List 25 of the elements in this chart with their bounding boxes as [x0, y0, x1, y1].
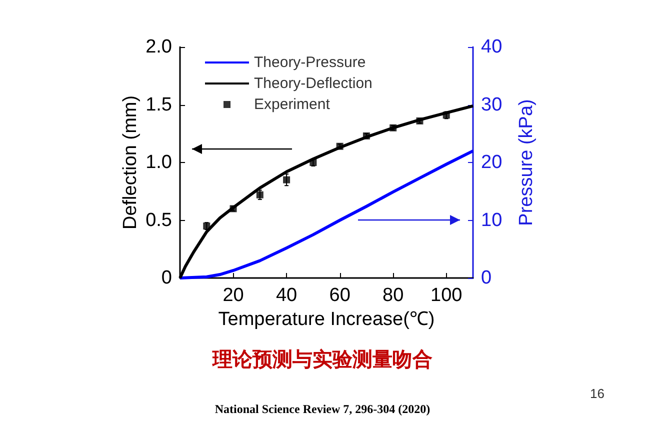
- y2-tick-label: 40: [481, 36, 502, 58]
- y-tick-label: 2.0: [146, 36, 172, 58]
- y2-tick-label: 20: [481, 152, 502, 173]
- y-axis-title: Deflection (mm): [120, 95, 141, 230]
- text: National Science Review 7, 296-304 (2020): [214, 402, 432, 417]
- legend-label: Experiment: [254, 96, 331, 113]
- x-tick-label: 20: [222, 285, 244, 306]
- x-tick-label: 40: [276, 285, 298, 306]
- x-tick-label: 100: [430, 285, 462, 306]
- y2-tick-label: 10: [481, 210, 502, 231]
- y-tick-label: 0.5: [146, 210, 172, 231]
- y-tick-label: 1.0: [146, 152, 172, 173]
- legend-label: Theory-Pressure: [254, 54, 366, 71]
- y2-tick-label: 30: [481, 94, 502, 116]
- x-tick-label: 60: [329, 285, 350, 306]
- legend-label: Theory-Deflection: [254, 75, 372, 92]
- x-tick-label: 80: [382, 285, 404, 306]
- y2-tick-label: 0: [481, 268, 492, 288]
- y-tick-label: 0: [161, 268, 172, 288]
- text: 理论预测与实验测量吻合: [211, 346, 434, 373]
- x-axis-title: Temperature Increase(℃): [218, 308, 435, 330]
- point: [283, 176, 290, 184]
- y-tick-label: 1.5: [146, 94, 172, 116]
- text: 16: [590, 386, 604, 401]
- y2-axis-title: Pressure (kPa): [516, 99, 537, 226]
